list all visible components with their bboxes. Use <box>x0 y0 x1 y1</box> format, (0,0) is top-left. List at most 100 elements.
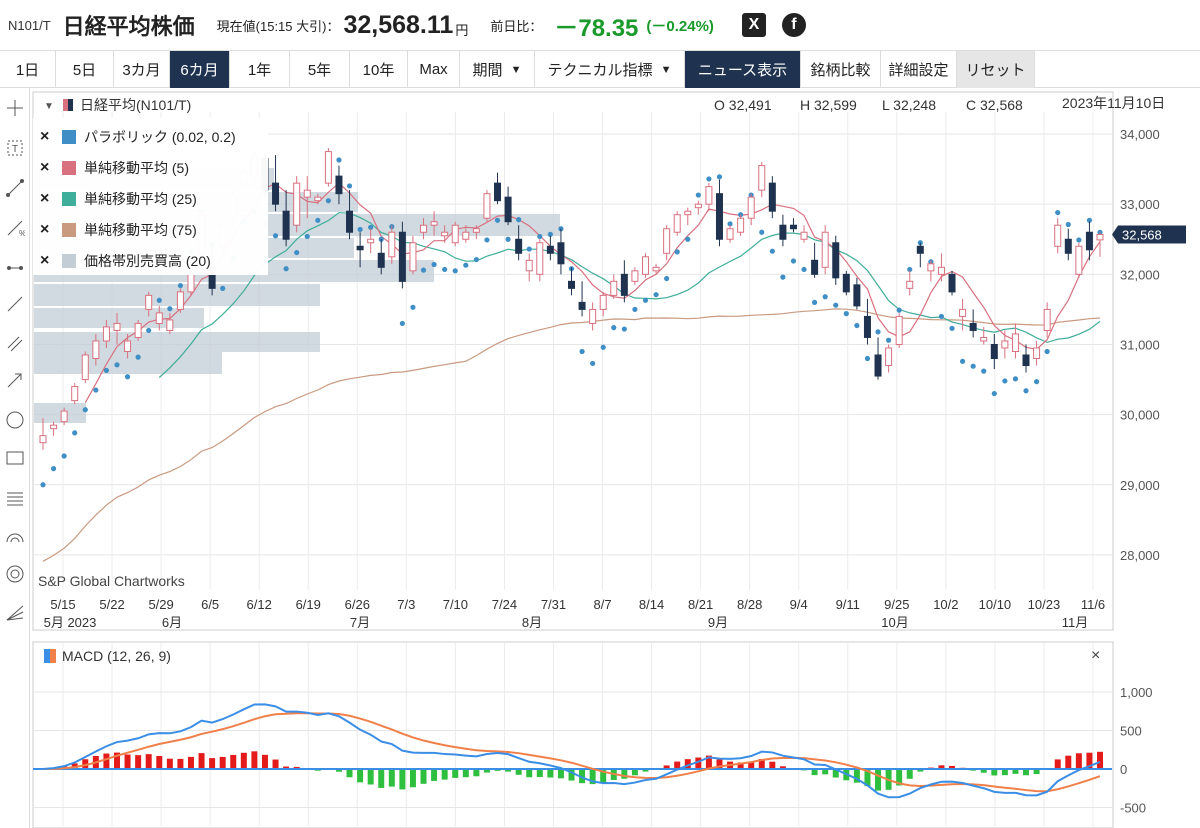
candle-body <box>176 291 184 310</box>
macd-histogram-bar <box>1001 769 1008 776</box>
parabolic-dot <box>420 267 427 273</box>
macd-histogram-bar <box>346 769 353 778</box>
macd-histogram-bar <box>240 752 247 769</box>
parabolic-dot <box>790 258 797 264</box>
candle-body <box>747 196 755 219</box>
remove-icon[interactable]: × <box>40 252 50 269</box>
y-tick-label: 31,000 <box>1120 337 1160 352</box>
macd-histogram-bar <box>261 754 268 769</box>
period-5d[interactable]: 5日 <box>56 51 114 88</box>
x-tick-label: 6/5 <box>201 597 219 612</box>
legend-item-parabolic[interactable]: × パラボリック (0.02, 0.2) <box>40 122 236 152</box>
parabolic-dot <box>685 236 691 242</box>
macd-histogram-bar <box>335 769 342 772</box>
legend-item-sma25[interactable]: × 単純移動平均 (25) <box>40 184 197 214</box>
period-max[interactable]: Max <box>408 51 460 88</box>
candle-body <box>568 280 575 289</box>
period-1y[interactable]: 1年 <box>230 51 290 88</box>
arrow-icon[interactable] <box>3 368 27 392</box>
rectangle-icon[interactable] <box>3 446 27 470</box>
macd-histogram-bar <box>441 769 448 780</box>
reset-button[interactable]: リセット <box>957 51 1035 88</box>
period-menu-label: 期間 <box>472 62 503 79</box>
macd-histogram-bar <box>568 769 575 781</box>
period-3m[interactable]: 3カ月 <box>114 51 170 88</box>
legend-item-sma5[interactable]: × 単純移動平均 (5) <box>40 153 189 183</box>
period-1d[interactable]: 1日 <box>0 51 56 88</box>
candle-body <box>684 210 692 216</box>
period-10y[interactable]: 10年 <box>350 51 408 88</box>
remove-icon[interactable]: × <box>40 159 50 176</box>
candle-body <box>420 224 428 233</box>
candle-body <box>663 228 671 254</box>
arc-icon[interactable] <box>3 524 27 548</box>
channel-icon[interactable] <box>3 332 27 356</box>
text-box-icon[interactable]: T <box>3 136 27 160</box>
candle-body <box>1054 224 1062 247</box>
x-tick-label: 8/14 <box>639 597 664 612</box>
parabolic-dot <box>653 292 659 298</box>
candle-body <box>768 182 776 212</box>
x-tick-label: 6/26 <box>345 597 370 612</box>
candle-body <box>451 224 459 244</box>
legend-item-sma75[interactable]: × 単純移動平均 (75) <box>40 215 197 245</box>
macd-histogram-bar <box>1086 752 1093 769</box>
macd-histogram-bar <box>135 755 142 769</box>
gann-icon[interactable] <box>3 600 27 624</box>
compare-button[interactable]: 銘柄比較 <box>801 51 881 88</box>
x-tick-label: 6/12 <box>247 597 272 612</box>
trendline-icon[interactable] <box>3 176 27 200</box>
parabolic-dot <box>854 322 860 329</box>
legend-swatch <box>62 223 76 237</box>
period-5y[interactable]: 5年 <box>290 51 350 88</box>
candle-body <box>462 231 470 240</box>
parabolic-dot <box>272 233 279 239</box>
circle-icon[interactable] <box>3 408 27 432</box>
percent-line-icon[interactable]: % <box>3 216 27 240</box>
period-6m[interactable]: 6カ月 <box>170 51 230 88</box>
macd-histogram-bar <box>1023 769 1030 776</box>
parabolic-dot <box>283 266 289 272</box>
macd-histogram-bar <box>600 769 607 783</box>
legend-item-volume-by-price[interactable]: × 価格帯別売買高 (20) <box>40 246 211 276</box>
candle-body <box>959 308 967 317</box>
macd-histogram-bar <box>230 754 237 769</box>
macd-histogram-bar <box>251 751 258 769</box>
candle-body <box>472 228 480 233</box>
remove-icon[interactable]: × <box>40 221 50 238</box>
candle-body <box>895 315 903 345</box>
tech-menu[interactable]: テクニカル指標 ▼ <box>535 51 685 88</box>
parabolic-dot <box>801 266 807 273</box>
line-icon[interactable] <box>3 292 27 316</box>
facebook-icon[interactable]: f <box>781 13 806 37</box>
news-button[interactable]: ニュース表示 <box>685 51 801 88</box>
macd-histogram-bar <box>758 758 765 769</box>
x-tick-label: 6/19 <box>296 597 321 612</box>
parabolic-dot <box>124 374 131 380</box>
x-tick-label: 5/15 <box>50 597 75 612</box>
candle-body <box>441 231 449 237</box>
macd-histogram-bar <box>1065 755 1072 769</box>
horizontal-line-icon[interactable] <box>3 256 27 280</box>
parabolic-dot <box>664 275 670 282</box>
parabolic-dot <box>40 482 46 488</box>
macd-histogram-bar <box>822 769 829 775</box>
period-menu[interactable]: 期間 ▼ <box>460 51 535 88</box>
macd-histogram-bar <box>113 752 120 769</box>
crosshair-icon[interactable] <box>3 96 27 120</box>
parabolic-dot <box>1086 217 1093 223</box>
candle-body <box>811 259 819 275</box>
macd-histogram-bar <box>589 769 596 785</box>
parabolic-dot <box>325 198 331 204</box>
detail-settings-button[interactable]: 詳細設定 <box>881 51 957 88</box>
macd-histogram-bar <box>1033 769 1040 775</box>
remove-icon[interactable]: × <box>40 190 50 207</box>
fibonacci-icon[interactable] <box>3 486 27 510</box>
macd-histogram-bar <box>663 765 670 769</box>
x-share-icon[interactable]: X <box>741 13 766 37</box>
x-tick-label: 8/21 <box>688 597 713 612</box>
stock-code: N101/T <box>8 17 51 33</box>
remove-icon[interactable]: × <box>40 128 50 145</box>
parabolic-dot <box>526 246 532 252</box>
target-icon[interactable] <box>3 562 27 586</box>
